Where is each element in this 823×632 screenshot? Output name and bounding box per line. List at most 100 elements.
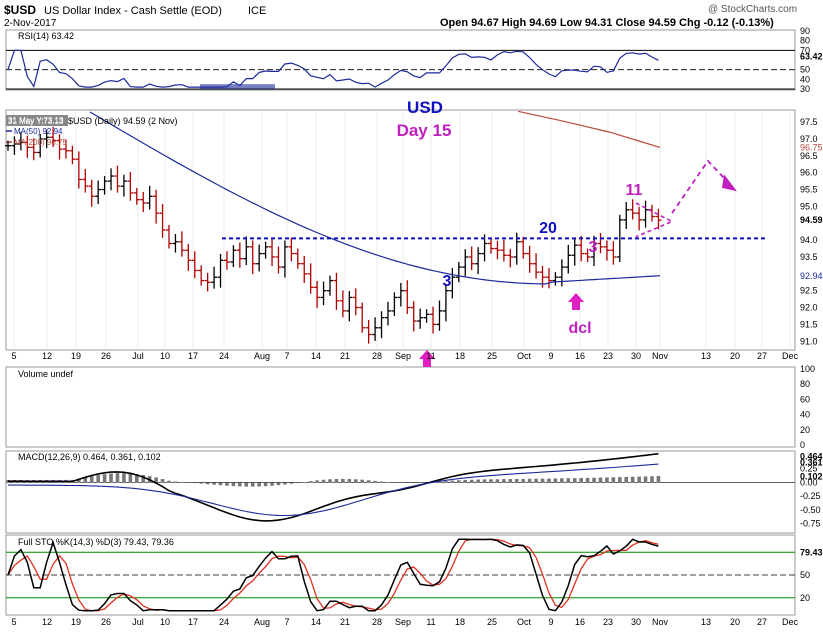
macd-histogram-bar bbox=[315, 480, 319, 483]
x-tick-label: 14 bbox=[311, 351, 321, 361]
rsi-tick-label: 50 bbox=[800, 65, 810, 75]
x-tick-label: Aug bbox=[254, 351, 270, 361]
ma200-label: MA(200) 96.75 bbox=[14, 138, 67, 147]
macd-histogram-bar bbox=[205, 482, 210, 485]
x-tick-label: 18 bbox=[455, 351, 465, 361]
macd-histogram-bar bbox=[405, 482, 410, 483]
sto-x-tick-label: 27 bbox=[757, 617, 767, 627]
macd-histogram-bar bbox=[521, 478, 525, 483]
macd-histogram-bar bbox=[366, 480, 371, 483]
macd-histogram-bar bbox=[192, 482, 197, 483]
macd-histogram-bar bbox=[540, 478, 545, 483]
price-tick-label: 92.5 bbox=[800, 286, 818, 296]
sto-x-tick-label: Sep bbox=[395, 617, 411, 627]
x-tick-label: 25 bbox=[487, 351, 497, 361]
x-tick-label: Jul bbox=[132, 351, 144, 361]
sto-x-tick-label: Aug bbox=[254, 617, 270, 627]
sto-x-tick-label: 14 bbox=[311, 617, 321, 627]
chart-date: 2-Nov-2017 bbox=[4, 18, 57, 29]
x-tick-label: 7 bbox=[284, 351, 289, 361]
sto-x-tick-label: 16 bbox=[575, 617, 585, 627]
sto-x-tick-label: 28 bbox=[372, 617, 382, 627]
sto-x-tick-label: 19 bbox=[71, 617, 81, 627]
macd-histogram-bar bbox=[122, 473, 126, 483]
macd-histogram-bar bbox=[482, 479, 487, 483]
annotation-cycle-3a: 3 bbox=[443, 273, 452, 290]
macd-tick-label: -0.75 bbox=[800, 519, 821, 529]
macd-histogram-bar bbox=[379, 481, 384, 483]
x-tick-label: 21 bbox=[340, 351, 350, 361]
projection-arrowhead bbox=[722, 174, 737, 192]
macd-histogram-bar bbox=[585, 477, 590, 483]
x-tick-label: 30 bbox=[631, 351, 641, 361]
price-tick-label: 95.0 bbox=[800, 201, 818, 211]
macd-histogram-bar bbox=[283, 482, 287, 485]
annotation-usd: USD bbox=[407, 98, 443, 117]
price-tick-label: 94.0 bbox=[800, 235, 818, 245]
sto-x-tick-label: 12 bbox=[42, 617, 52, 627]
macd-tick-label: 0.25 bbox=[800, 464, 818, 474]
price-tick-label: 91.0 bbox=[800, 336, 818, 346]
sto-x-tick-label: 7 bbox=[284, 617, 289, 627]
volume-tick-label: 80 bbox=[800, 379, 810, 389]
x-tick-label: 23 bbox=[603, 351, 613, 361]
rsi-tick-label: 30 bbox=[800, 84, 810, 94]
rsi-tick-label: 40 bbox=[800, 74, 810, 84]
macd-histogram-bar bbox=[630, 476, 635, 483]
sto-x-tick-label: 24 bbox=[219, 617, 229, 627]
hover-date-label: 31 May Y:73.13 bbox=[8, 117, 64, 126]
macd-histogram-bar bbox=[560, 478, 564, 483]
sto-tick-label: 79.43 bbox=[800, 548, 823, 558]
macd-histogram-bar bbox=[463, 479, 468, 483]
sto-x-tick-label: 13 bbox=[701, 617, 711, 627]
price-panel bbox=[5, 109, 796, 351]
macd-histogram-bar bbox=[89, 476, 94, 483]
price-tick-label: 97.0 bbox=[800, 134, 818, 144]
x-tick-label: 5 bbox=[11, 351, 16, 361]
price-tick-label: 96.5 bbox=[800, 151, 818, 161]
macd-histogram-bar bbox=[489, 479, 493, 483]
watermark: @ StockCharts.com bbox=[708, 4, 797, 15]
price-tick-label: 96.0 bbox=[800, 168, 818, 178]
x-tick-label: 17 bbox=[188, 351, 198, 361]
sto-x-tick-label: Dec bbox=[782, 617, 799, 627]
macd-histogram-bar bbox=[225, 482, 229, 486]
x-tick-label: 19 bbox=[71, 351, 81, 361]
macd-histogram-bar bbox=[592, 477, 596, 483]
macd-histogram-bar bbox=[102, 474, 107, 483]
macd-histogram-bar bbox=[276, 482, 281, 486]
macd-histogram-bar bbox=[77, 478, 81, 483]
exchange: ICE bbox=[248, 5, 266, 17]
price-tick-label: 93.5 bbox=[800, 252, 818, 262]
ma50-line bbox=[89, 111, 661, 285]
annotation-cycle-3b: 3 bbox=[589, 239, 598, 256]
macd-histogram-bar bbox=[218, 482, 223, 486]
macd-histogram-bar bbox=[244, 482, 249, 487]
sto-x-tick-label: 25 bbox=[487, 617, 497, 627]
macd-histogram-bar bbox=[476, 479, 480, 483]
annotation-day-count: Day 15 bbox=[397, 121, 452, 140]
macd-histogram-bar bbox=[502, 479, 506, 483]
sep-low-up-arrow bbox=[419, 350, 435, 367]
rsi-oversold-fill bbox=[200, 84, 275, 89]
volume-panel bbox=[5, 366, 796, 448]
macd-histogram-bar bbox=[373, 480, 377, 483]
macd-histogram-bar bbox=[212, 482, 216, 485]
macd-histogram-bar bbox=[135, 474, 139, 483]
macd-line bbox=[8, 452, 659, 522]
volume-tick-label: 0 bbox=[800, 440, 805, 450]
x-tick-label: 9 bbox=[548, 351, 553, 361]
macd-histogram-bar bbox=[160, 479, 165, 483]
macd-histogram-bar bbox=[547, 478, 551, 483]
macd-histogram-bar bbox=[334, 478, 339, 483]
x-tick-label: Sep bbox=[395, 351, 411, 361]
macd-histogram-bar bbox=[624, 476, 629, 483]
ma50-label: MA(50) 92.94 bbox=[14, 127, 63, 136]
instrument-name: US Dollar Index - Cash Settle (EOD) bbox=[44, 5, 222, 17]
projection-path bbox=[671, 159, 731, 214]
x-tick-label: 10 bbox=[160, 351, 170, 361]
x-tick-label: Nov bbox=[652, 351, 669, 361]
sto-x-tick-label: 20 bbox=[730, 617, 740, 627]
macd-histogram-bar bbox=[167, 480, 171, 483]
macd-histogram-bar bbox=[289, 482, 294, 484]
